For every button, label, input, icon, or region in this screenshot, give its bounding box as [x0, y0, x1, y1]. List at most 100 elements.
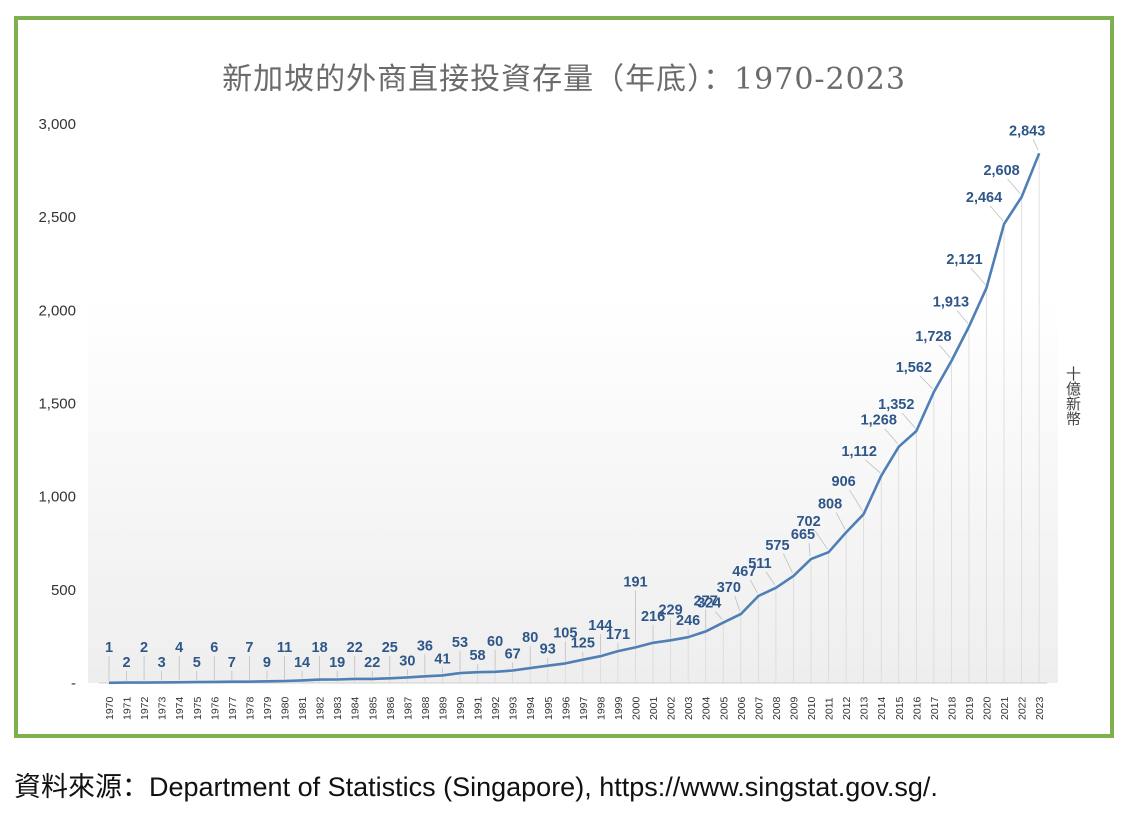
x-tick-label: 1996: [560, 696, 572, 720]
data-label: 30: [399, 653, 415, 669]
x-tick-label: 2015: [894, 696, 906, 720]
x-tick-label: 1978: [244, 696, 256, 720]
leader-line: [901, 412, 916, 429]
leader-line: [765, 571, 776, 586]
data-label: 60: [487, 634, 503, 650]
data-label: 41: [434, 651, 450, 667]
x-tick-label: 1973: [157, 696, 169, 720]
data-label: 125: [571, 636, 595, 652]
x-tick-label: 1991: [473, 696, 485, 720]
leader-line: [734, 595, 741, 612]
data-label: 1,112: [841, 444, 877, 460]
x-tick-label: 1983: [332, 696, 344, 720]
data-label: 80: [522, 630, 538, 646]
data-label: 93: [540, 642, 556, 658]
data-label: 144: [588, 618, 612, 634]
data-label: 2: [123, 655, 131, 671]
data-label: 1: [105, 640, 113, 656]
data-label: 1,352: [878, 397, 914, 413]
data-label: 324: [697, 596, 721, 612]
x-tick-label: 2004: [701, 696, 713, 720]
x-tick-label: 2007: [753, 696, 765, 720]
data-label: 5: [193, 655, 201, 671]
data-label: 53: [452, 635, 468, 651]
data-label: 2,121: [946, 252, 982, 268]
data-label: 2: [140, 640, 148, 656]
data-label: 7: [228, 655, 236, 671]
data-label: 1,913: [933, 295, 969, 311]
x-tick-label: 1992: [490, 696, 502, 720]
x-tick-label: 2011: [824, 697, 836, 720]
y-tick-label: 1,000: [38, 489, 76, 506]
x-tick-label: 2021: [999, 696, 1011, 720]
data-label: 19: [329, 655, 345, 671]
x-tick-label: 2000: [631, 696, 643, 720]
x-tick-label: 2019: [964, 696, 976, 720]
x-tick-label: 1999: [613, 696, 625, 720]
x-tick-label: 1975: [192, 696, 204, 720]
y-tick-label: 2,500: [38, 209, 76, 226]
data-label: 575: [765, 538, 789, 554]
data-label: 3: [158, 655, 166, 671]
leader-line: [835, 512, 846, 530]
x-tick-label: 1997: [578, 696, 590, 720]
leader-line: [919, 375, 934, 390]
data-label: 511: [748, 556, 771, 572]
x-tick-label: 1981: [297, 696, 309, 720]
x-tick-label: 1995: [543, 696, 555, 720]
data-label: 665: [791, 527, 815, 543]
x-tick-label: 2003: [683, 696, 695, 720]
x-tick-label: 1989: [437, 696, 449, 720]
x-tick-label: 1970: [104, 696, 116, 720]
leader-line: [989, 205, 1004, 222]
leader-line: [884, 428, 899, 444]
x-tick-label: 1994: [525, 696, 537, 720]
data-label: 216: [641, 609, 665, 625]
chart-title: 新加坡的外商直接投資存量（年底）：1970-2023: [222, 62, 906, 97]
data-label: 14: [294, 655, 310, 671]
leader-line: [1032, 139, 1039, 151]
data-label: 105: [553, 625, 577, 641]
y-tick-label: 500: [51, 582, 76, 599]
y-tick-label: 3,000: [38, 116, 76, 133]
data-label: 906: [832, 474, 856, 490]
data-label: 6: [210, 640, 218, 656]
x-tick-label: 1974: [174, 696, 186, 720]
x-tick-label: 2001: [648, 696, 660, 720]
x-tick-label: 1979: [262, 696, 274, 720]
data-label: 467: [732, 564, 756, 580]
x-tick-label: 1980: [280, 696, 292, 720]
source-note: 資料來源：Department of Statistics (Singapore…: [14, 772, 938, 802]
data-label: 171: [606, 627, 630, 643]
data-label: 246: [676, 613, 700, 629]
x-tick-label: 1990: [455, 696, 467, 720]
x-tick-label: 1988: [420, 696, 432, 720]
data-label: 18: [312, 640, 328, 656]
x-tick-label: 2009: [788, 696, 800, 720]
x-tick-label: 2014: [876, 696, 888, 720]
x-tick-label: 2013: [859, 696, 871, 720]
data-label: 229: [658, 602, 682, 618]
leader-line: [808, 543, 811, 557]
x-tick-label: 2017: [929, 696, 941, 720]
data-label: 1,562: [896, 360, 932, 376]
data-label: 11: [277, 640, 292, 656]
x-tick-label: 1971: [122, 696, 134, 720]
x-tick-label: 2022: [1017, 696, 1029, 720]
x-tick-label: 1987: [402, 696, 414, 720]
leader-line: [814, 529, 828, 550]
data-label: 2,608: [983, 163, 1019, 179]
leader-line: [864, 459, 881, 474]
x-tick-label: 1993: [508, 696, 520, 720]
y-tick-label: 2,000: [38, 302, 76, 319]
plot-background: [88, 296, 1058, 683]
data-label: 1,728: [915, 329, 951, 345]
series-line: [108, 152, 1041, 685]
data-label: 277: [694, 593, 718, 609]
x-tick-label: 2008: [771, 696, 783, 720]
data-label: 702: [796, 514, 820, 530]
leader-line: [749, 579, 758, 594]
data-label: 808: [818, 496, 842, 512]
